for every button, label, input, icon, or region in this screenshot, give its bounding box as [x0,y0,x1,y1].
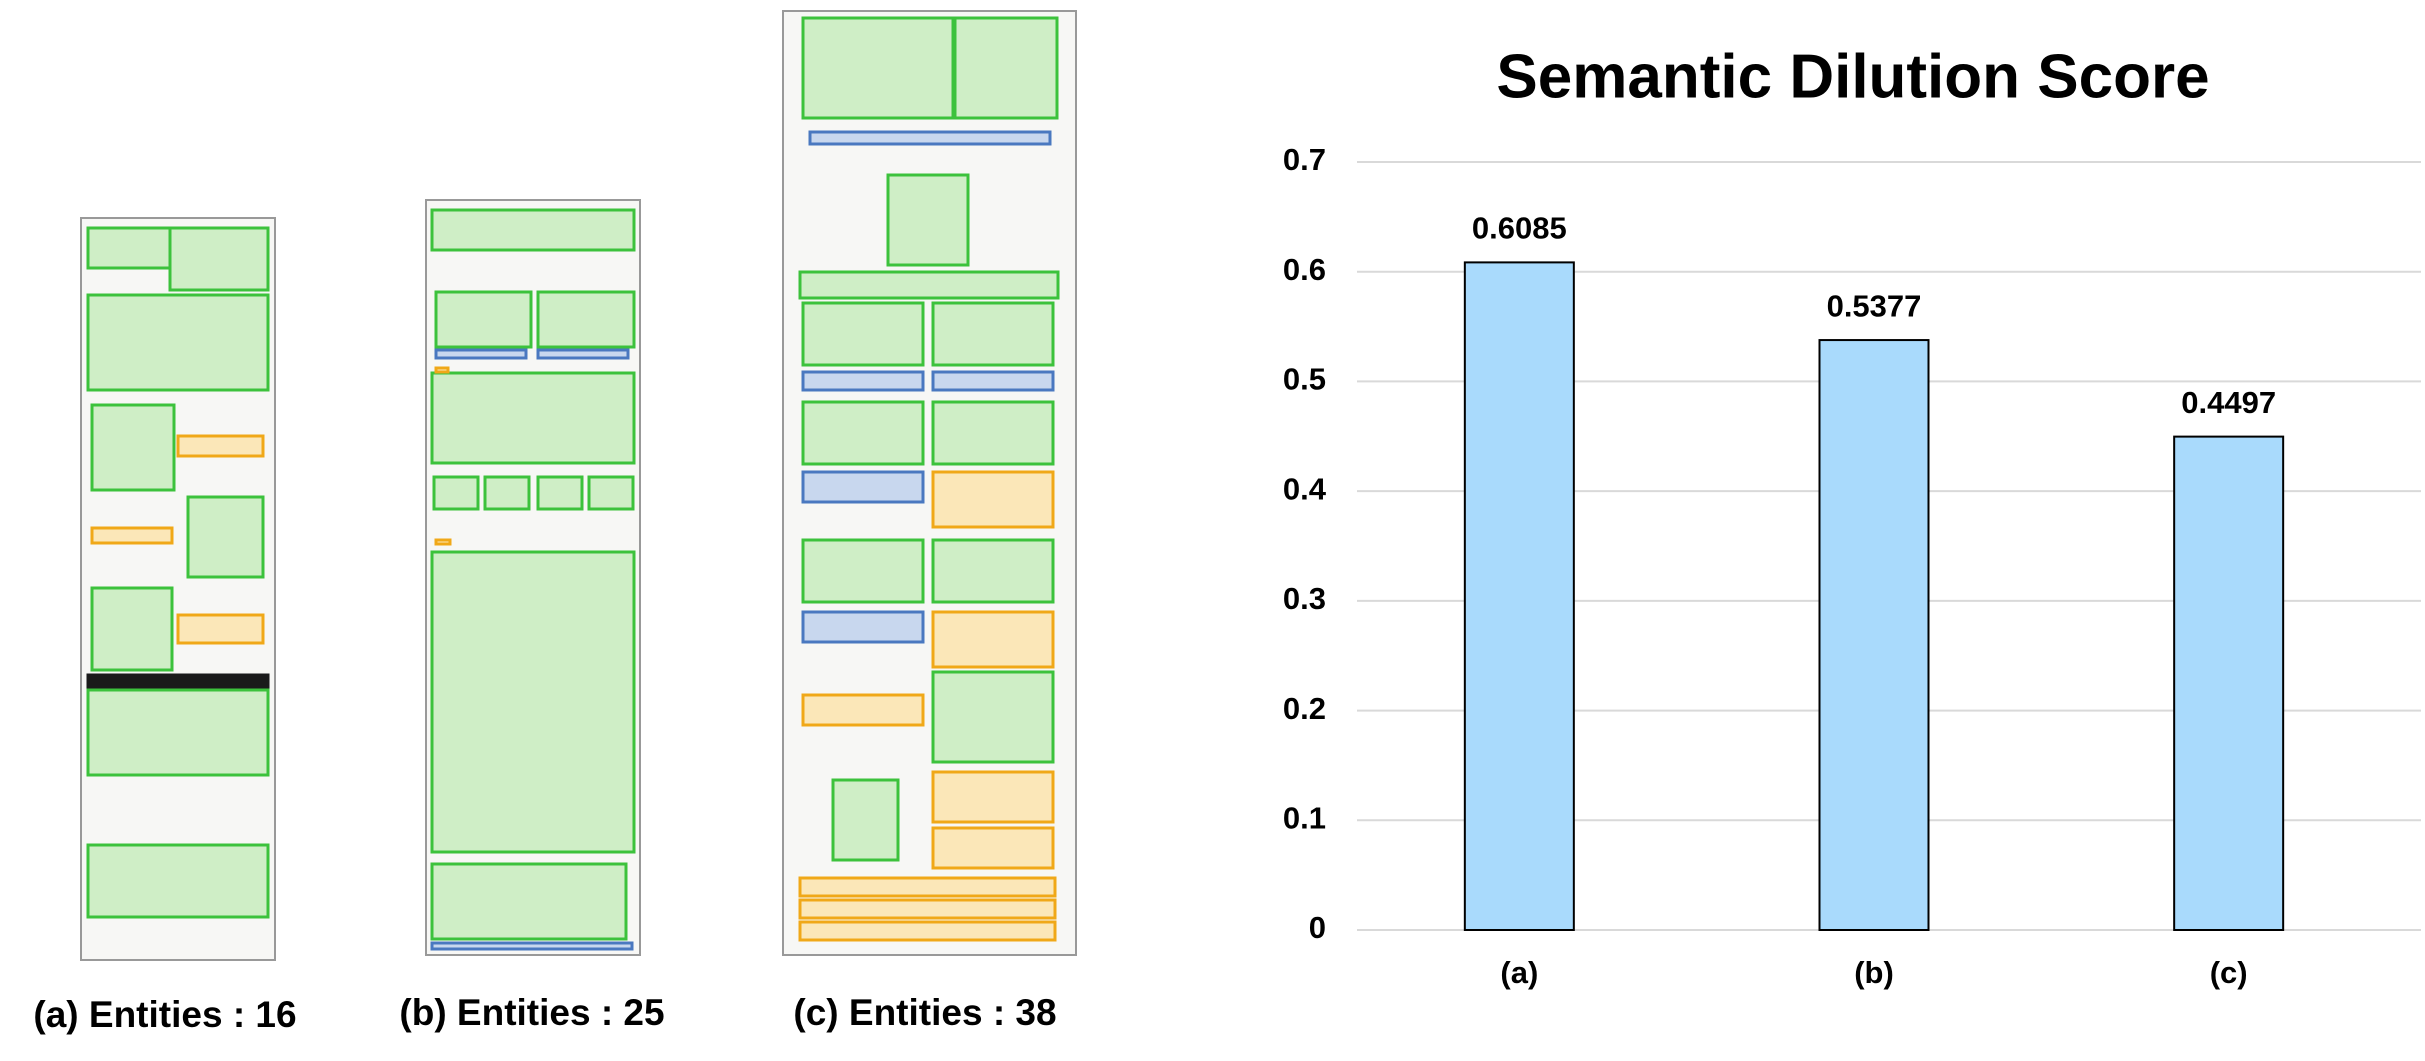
y-tick-label: 0.7 [1283,142,1326,177]
entity-box [953,16,1059,120]
entity-box [536,348,630,360]
entity-box [931,670,1055,764]
entity-box [86,293,270,392]
entity-box [90,526,174,545]
entity-box [430,941,634,951]
entity-box [176,613,265,645]
value-label: 0.4497 [2181,385,2276,420]
entity-box [536,290,636,349]
entity-box [931,370,1055,392]
entity-box [886,173,970,267]
entity-box [798,920,1057,942]
entity-box [86,688,270,777]
entity-box [434,290,533,349]
chart-title: Semantic Dilution Score [1496,42,2209,111]
bar [1818,339,1930,931]
entity-box [931,826,1055,870]
entity-box [801,16,955,120]
entity-box [86,843,270,919]
x-tick-label: (c) [2210,955,2248,990]
entity-box [801,693,925,727]
entity-box [536,475,584,511]
entity-box [831,778,900,862]
entity-box [483,475,531,511]
entity-box [430,208,636,252]
entity-box [931,610,1055,669]
entity-box [432,475,480,511]
entity-box [801,400,925,466]
entity-box [86,226,172,270]
entity-box [430,371,636,465]
entity-box [801,370,925,392]
entity-box [801,538,925,604]
entity-box [430,550,636,854]
entity-box [798,898,1057,920]
y-tick-label: 0.1 [1283,800,1326,835]
x-tick-label: (b) [1854,955,1894,990]
caption: (c) Entities : 38 [793,992,1056,1033]
y-tick-label: 0.3 [1283,581,1326,616]
y-tick-label: 0.2 [1283,691,1326,726]
entity-box [931,538,1055,604]
entity-box [931,770,1055,824]
entity-box [186,495,265,579]
entity-box [430,862,628,941]
entity-box [808,130,1052,146]
entity-box [86,673,270,691]
entity-box [798,876,1057,898]
entity-box [801,470,925,504]
entity-box [434,366,450,374]
y-tick-label: 0 [1309,910,1326,945]
value-label: 0.5377 [1827,288,1922,323]
entity-box [90,403,176,492]
bar [1463,261,1575,932]
entity-box [801,301,925,367]
entity-box [931,470,1055,529]
y-tick-label: 0.4 [1283,471,1327,506]
value-label: 0.6085 [1472,211,1567,246]
entity-box [434,348,528,360]
entity-box [931,301,1055,367]
entity-box [587,475,635,511]
y-tick-label: 0.6 [1283,252,1326,287]
entity-box [798,270,1060,300]
entity-box [168,226,270,292]
entity-box [176,434,265,458]
y-tick-label: 0.5 [1283,362,1326,397]
caption: (b) Entities : 25 [399,992,664,1033]
entity-box [801,610,925,644]
caption: (a) Entities : 16 [33,994,296,1035]
x-tick-label: (a) [1500,955,1538,990]
entity-box [434,538,452,546]
bar [2173,435,2285,931]
entity-box [90,586,174,672]
entity-box [931,400,1055,466]
